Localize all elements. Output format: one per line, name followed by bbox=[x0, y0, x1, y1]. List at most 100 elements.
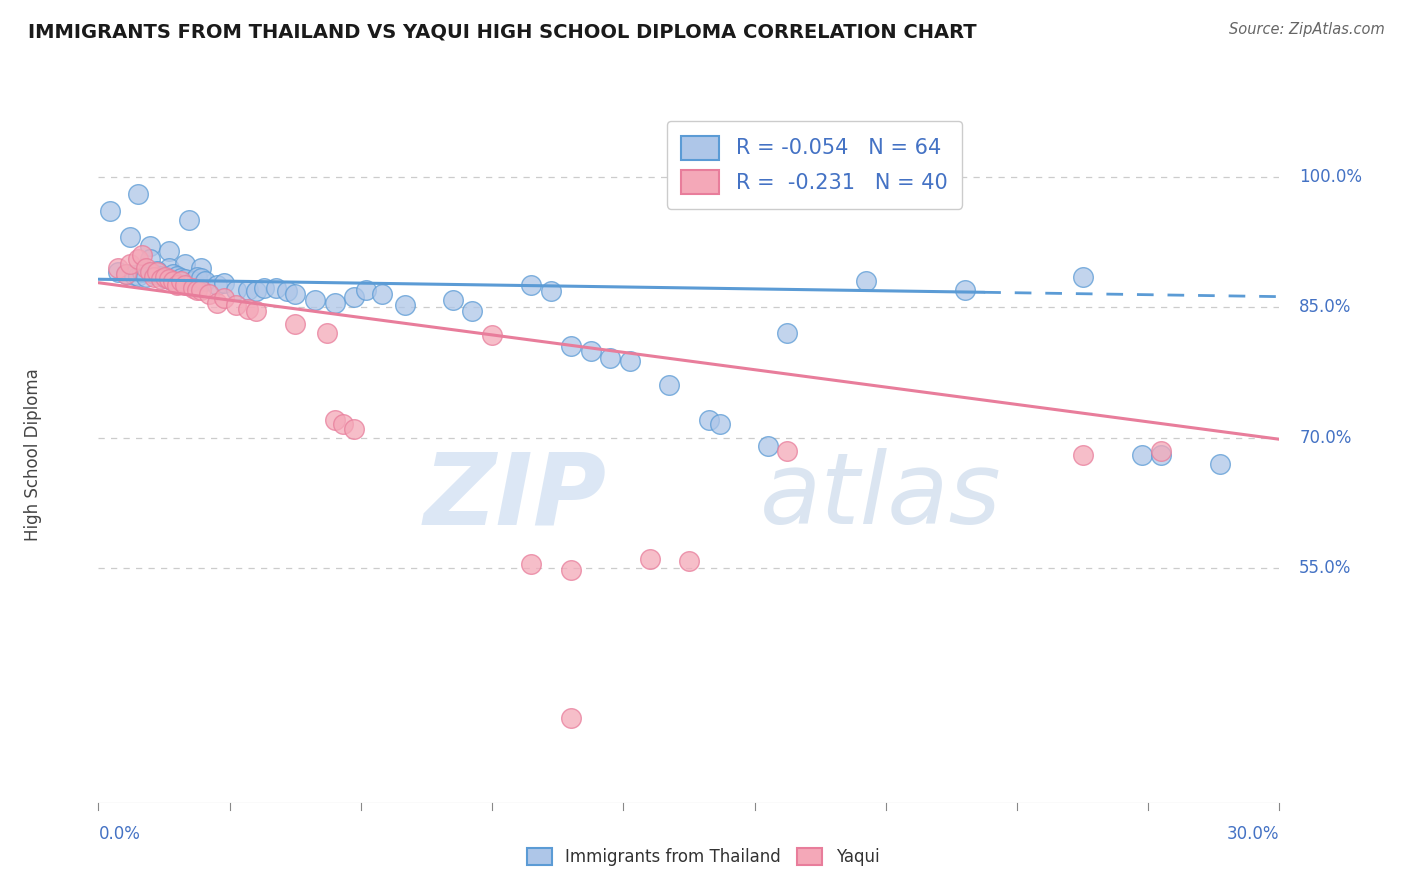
Point bbox=[697, 413, 720, 427]
Text: 0.0%: 0.0% bbox=[98, 824, 141, 843]
Text: 85.0%: 85.0% bbox=[1299, 298, 1351, 316]
Point bbox=[245, 285, 267, 299]
Point bbox=[118, 230, 141, 244]
Point bbox=[142, 267, 165, 281]
Point bbox=[332, 417, 354, 432]
Text: atlas: atlas bbox=[759, 448, 1001, 545]
Point bbox=[599, 351, 621, 365]
Point bbox=[162, 274, 184, 288]
Point bbox=[107, 260, 129, 275]
Point bbox=[162, 267, 184, 281]
Point bbox=[776, 326, 799, 341]
Point bbox=[135, 260, 157, 275]
Point bbox=[371, 287, 394, 301]
Point bbox=[540, 285, 562, 299]
Point bbox=[343, 290, 366, 304]
Point bbox=[1071, 269, 1094, 284]
Point bbox=[236, 283, 259, 297]
Point bbox=[170, 270, 193, 285]
Point bbox=[166, 278, 188, 293]
Point bbox=[118, 257, 141, 271]
Point bbox=[253, 281, 276, 295]
Point bbox=[174, 278, 197, 293]
Point bbox=[186, 283, 208, 297]
Legend: Immigrants from Thailand, Yaqui: Immigrants from Thailand, Yaqui bbox=[519, 840, 887, 875]
Point bbox=[190, 260, 212, 275]
Text: Source: ZipAtlas.com: Source: ZipAtlas.com bbox=[1229, 22, 1385, 37]
Point bbox=[394, 298, 416, 312]
Point bbox=[146, 265, 169, 279]
Point bbox=[276, 285, 298, 299]
Point bbox=[127, 187, 149, 202]
Point bbox=[174, 257, 197, 271]
Point bbox=[481, 327, 503, 342]
Point bbox=[138, 265, 160, 279]
Point bbox=[638, 552, 661, 566]
Point bbox=[1130, 448, 1153, 462]
Point bbox=[155, 269, 177, 284]
Point bbox=[115, 267, 138, 281]
Point bbox=[127, 252, 149, 267]
Point bbox=[205, 278, 228, 293]
Point bbox=[520, 557, 543, 571]
Point bbox=[150, 272, 173, 286]
Point bbox=[776, 443, 799, 458]
Point bbox=[194, 274, 217, 288]
Point bbox=[953, 283, 976, 297]
Point bbox=[441, 293, 464, 307]
Point bbox=[131, 248, 153, 262]
Point bbox=[343, 422, 366, 436]
Point bbox=[354, 283, 377, 297]
Point bbox=[264, 281, 287, 295]
Point bbox=[155, 270, 177, 285]
Point bbox=[1209, 457, 1232, 471]
Point bbox=[157, 244, 180, 258]
Point bbox=[304, 293, 326, 307]
Point bbox=[560, 710, 582, 724]
Point bbox=[115, 267, 138, 281]
Text: IMMIGRANTS FROM THAILAND VS YAQUI HIGH SCHOOL DIPLOMA CORRELATION CHART: IMMIGRANTS FROM THAILAND VS YAQUI HIGH S… bbox=[28, 22, 977, 41]
Point bbox=[181, 281, 204, 295]
Text: 55.0%: 55.0% bbox=[1299, 559, 1351, 577]
Point bbox=[520, 278, 543, 293]
Point bbox=[138, 239, 160, 253]
Point bbox=[181, 274, 204, 288]
Point bbox=[146, 263, 169, 277]
Point bbox=[177, 213, 200, 227]
Point bbox=[157, 272, 180, 286]
Point bbox=[1150, 448, 1173, 462]
Point bbox=[658, 378, 681, 392]
Text: High School Diploma: High School Diploma bbox=[24, 368, 42, 541]
Text: ZIP: ZIP bbox=[423, 448, 606, 545]
Point bbox=[214, 276, 236, 290]
Point bbox=[157, 260, 180, 275]
Point bbox=[107, 265, 129, 279]
Point bbox=[197, 287, 219, 301]
Point bbox=[855, 274, 877, 288]
Point bbox=[166, 268, 188, 283]
Point bbox=[1071, 448, 1094, 462]
Point bbox=[678, 554, 700, 568]
Point bbox=[142, 269, 165, 284]
Point bbox=[461, 304, 484, 318]
Point bbox=[619, 354, 641, 368]
Point bbox=[560, 339, 582, 353]
Point bbox=[1150, 443, 1173, 458]
Point bbox=[174, 272, 197, 286]
Point bbox=[245, 304, 267, 318]
Point bbox=[315, 326, 337, 341]
Point bbox=[205, 295, 228, 310]
Point bbox=[122, 268, 145, 282]
Point bbox=[214, 291, 236, 305]
Point bbox=[579, 343, 602, 358]
Text: 100.0%: 100.0% bbox=[1299, 168, 1362, 186]
Point bbox=[323, 413, 346, 427]
Point bbox=[323, 295, 346, 310]
Text: 30.0%: 30.0% bbox=[1227, 824, 1279, 843]
Point bbox=[127, 268, 149, 283]
Legend: R = -0.054   N = 64, R =  -0.231   N = 40: R = -0.054 N = 64, R = -0.231 N = 40 bbox=[666, 121, 962, 209]
Point bbox=[157, 272, 180, 286]
Point bbox=[284, 287, 307, 301]
Point bbox=[150, 268, 173, 283]
Point bbox=[225, 298, 247, 312]
